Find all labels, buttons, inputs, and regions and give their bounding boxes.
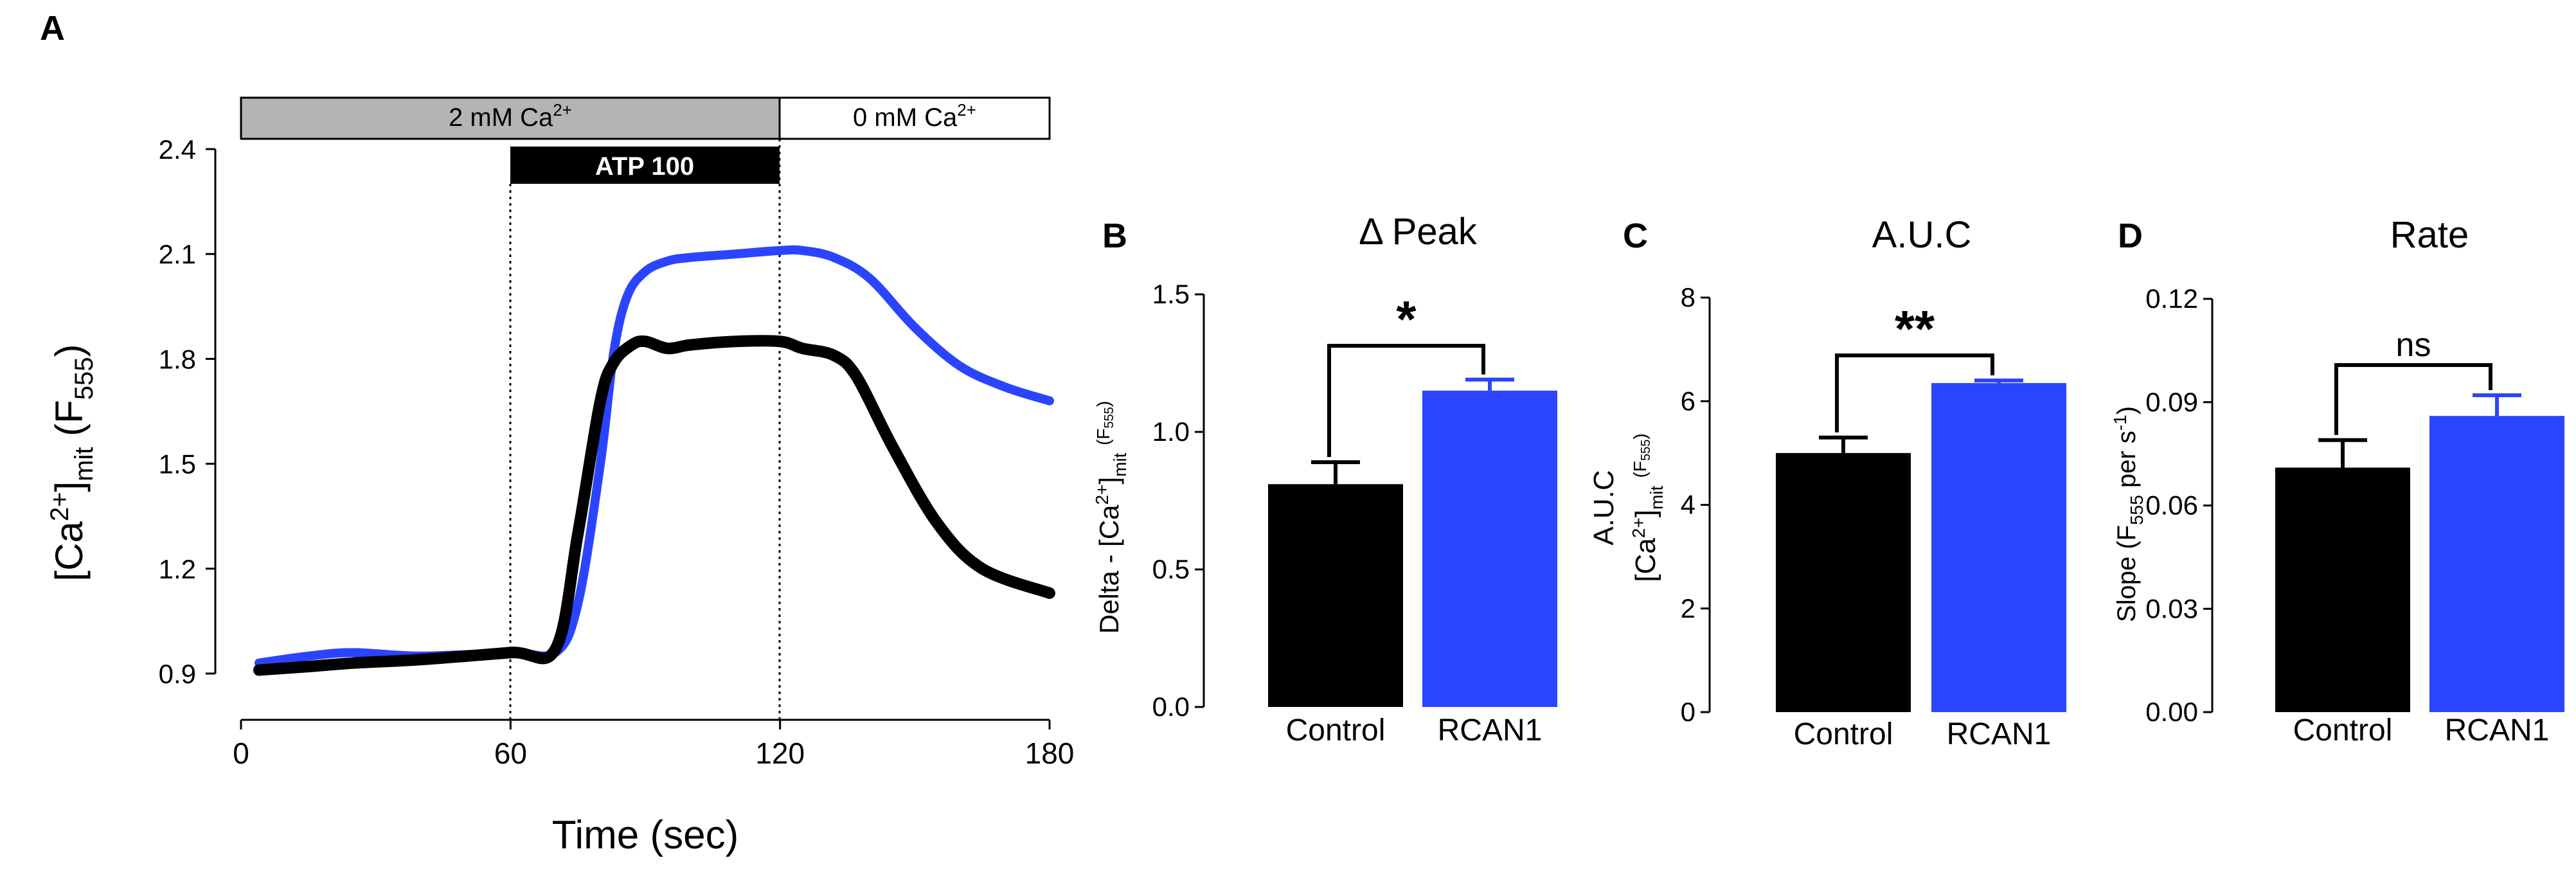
significance-label: ns (2396, 326, 2431, 364)
b-y-axis-label: Delta - [Ca2+]mit (F555) (1092, 401, 1130, 634)
a-series-line-black (253, 335, 1055, 676)
category-label: Control (2293, 713, 2393, 747)
panel-letter-d: D (2118, 217, 2143, 255)
y-tick-label: 4 (1681, 490, 1695, 520)
panel-letter-c: C (1623, 217, 1648, 255)
bar-control (1776, 452, 1911, 712)
condition-label-2mm: 2 mM Ca2+ (449, 100, 572, 132)
panel-d: D Rate Slope (F555 per s-1) 0.00 0.03 0.06… (2110, 214, 2564, 747)
y-tick-label: 0 (1681, 697, 1695, 727)
condition-bar-2mm (240, 96, 781, 140)
a-x-tick-label: 120 (755, 737, 805, 770)
category-label: RCAN1 (2445, 713, 2550, 747)
bar-rcan1 (1422, 390, 1557, 707)
significance-bracket (1835, 353, 1994, 433)
a-x-tick-label: 0 (233, 737, 249, 770)
b-plot: 0.0 0.5 1.0 1.5 Control RCAN1 * (1152, 279, 1557, 747)
condition-label-atp: ATP 100 (595, 152, 694, 181)
bar-control (1268, 484, 1403, 707)
a-x-tick-label: 180 (1025, 737, 1075, 770)
a-x-axis: 0 60 120 180 (233, 719, 1075, 770)
condition-bar-0mm (778, 96, 1051, 140)
significance-bracket (1327, 344, 1485, 458)
a-y-axis-label: [Ca2+]mit (F555) (46, 344, 98, 581)
a-y-tick-label: 2.1 (159, 239, 196, 269)
bar-rcan1 (1931, 383, 2066, 712)
y-tick-label: 0.12 (2145, 283, 2198, 314)
y-tick-label: 1.0 (1152, 416, 1190, 447)
category-label: Control (1794, 717, 1893, 751)
category-label: RCAN1 (1438, 713, 1543, 747)
panel-c: C A.U.C A.U.C [Ca2+]mit (F555) 0 2 4 6 8 Cont… (1588, 214, 2066, 751)
d-title: Rate (2390, 214, 2469, 256)
y-tick-label: 0.00 (2145, 697, 2198, 727)
bar-rcan1 (2429, 416, 2564, 712)
a-y-axis: 0.9 1.2 1.5 1.8 2.1 2.4 (159, 134, 217, 689)
category-label: Control (1286, 713, 1386, 747)
panel-letter-a: A (40, 9, 65, 48)
a-series-line-blue (254, 245, 1054, 668)
y-tick-label: 6 (1681, 386, 1695, 416)
c-plot: 0 2 4 6 8 Control RCAN1 ** (1681, 282, 2066, 751)
panel-a: A 2 mM Ca2+ 0 mM Ca2+ ATP 100 0.9 1.2 1.5 1… (40, 9, 1074, 857)
c-title: A.U.C (1872, 214, 1972, 256)
category-label: RCAN1 (1947, 717, 2052, 751)
d-y-axis-label: Slope (F555 per s-1) (2110, 406, 2147, 622)
y-tick-label: 0.5 (1152, 554, 1190, 584)
condition-bar-atp (510, 147, 780, 184)
y-tick-label: 8 (1681, 282, 1695, 312)
y-tick-label: 0.0 (1152, 692, 1190, 722)
condition-label-0mm: 0 mM Ca2+ (853, 100, 976, 132)
y-tick-label: 0.09 (2145, 387, 2198, 417)
b-title: Δ Peak (1359, 211, 1478, 253)
a-y-tick-label: 1.8 (159, 344, 196, 374)
a-x-tick-label: 60 (494, 737, 527, 770)
y-tick-label: 0.06 (2145, 490, 2198, 521)
significance-bracket (2334, 363, 2492, 435)
c-y-axis-label-line2: [Ca2+]mit (F555) (1629, 433, 1667, 582)
panel-letter-b: B (1102, 217, 1127, 255)
y-tick-label: 2 (1681, 593, 1695, 623)
a-y-tick-label: 2.4 (159, 134, 196, 165)
significance-label: ** (1895, 300, 1935, 357)
d-plot: 0.00 0.03 0.06 0.09 0.12 Control RCAN1 ns (2145, 283, 2564, 747)
a-y-tick-label: 1.2 (159, 554, 196, 584)
a-y-tick-label: 1.5 (159, 449, 196, 479)
y-tick-label: 0.03 (2145, 593, 2198, 623)
panel-b: B Δ Peak Delta - [Ca2+]mit (F555) 0.0 0.5… (1092, 211, 1557, 747)
bar-control (2275, 467, 2410, 712)
a-series-lines (253, 245, 1055, 676)
a-x-axis-label: Time (sec) (552, 813, 738, 857)
y-tick-label: 1.5 (1152, 279, 1190, 309)
c-y-axis-label-line1: A.U.C (1588, 470, 1620, 545)
significance-label: * (1396, 291, 1417, 348)
a-y-tick-label: 0.9 (159, 659, 196, 689)
